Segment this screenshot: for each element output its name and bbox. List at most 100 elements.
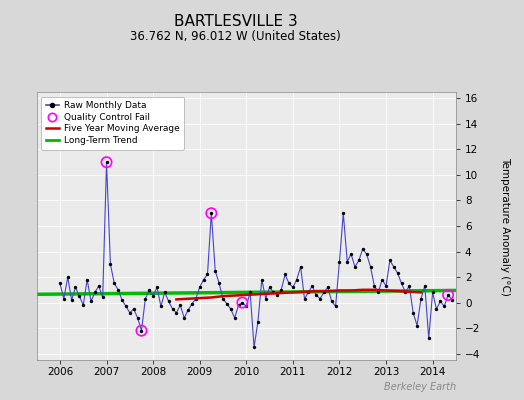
Point bbox=[60, 296, 68, 302]
Point bbox=[102, 159, 111, 165]
Point bbox=[137, 328, 146, 334]
Point bbox=[114, 287, 123, 293]
Point bbox=[424, 335, 433, 342]
Point bbox=[363, 251, 371, 257]
Point bbox=[382, 283, 390, 289]
Point bbox=[110, 280, 118, 287]
Point bbox=[87, 298, 95, 304]
Point bbox=[188, 301, 196, 307]
Point bbox=[417, 296, 425, 302]
Point bbox=[292, 276, 301, 283]
Point bbox=[180, 315, 189, 321]
Point bbox=[215, 280, 223, 287]
Point bbox=[56, 280, 64, 287]
Point bbox=[234, 302, 243, 308]
Point bbox=[409, 310, 417, 316]
Point bbox=[401, 289, 410, 296]
Point bbox=[223, 301, 231, 307]
Point bbox=[226, 306, 235, 312]
Point bbox=[312, 292, 320, 298]
Point bbox=[378, 276, 386, 283]
Point bbox=[129, 306, 138, 312]
Point bbox=[157, 303, 165, 310]
Point bbox=[99, 294, 107, 301]
Point bbox=[448, 297, 456, 303]
Point bbox=[261, 296, 270, 302]
Point bbox=[238, 299, 247, 306]
Point bbox=[91, 289, 99, 296]
Point bbox=[269, 289, 278, 296]
Point bbox=[94, 283, 103, 289]
Point bbox=[250, 344, 258, 350]
Point bbox=[331, 303, 340, 310]
Point bbox=[184, 307, 192, 314]
Point bbox=[176, 302, 184, 308]
Point bbox=[254, 318, 262, 325]
Point bbox=[246, 289, 254, 296]
Point bbox=[386, 257, 394, 264]
Point bbox=[316, 296, 324, 302]
Legend: Raw Monthly Data, Quality Control Fail, Five Year Moving Average, Long-Term Tren: Raw Monthly Data, Quality Control Fail, … bbox=[41, 96, 184, 150]
Point bbox=[145, 287, 154, 293]
Point bbox=[106, 261, 115, 268]
Text: BARTLESVILLE 3: BARTLESVILLE 3 bbox=[174, 14, 298, 29]
Point bbox=[351, 264, 359, 270]
Point bbox=[231, 315, 239, 321]
Point bbox=[421, 283, 429, 289]
Point bbox=[122, 303, 130, 310]
Point bbox=[324, 284, 332, 290]
Point bbox=[300, 296, 309, 302]
Point bbox=[405, 283, 413, 289]
Point bbox=[397, 280, 406, 287]
Point bbox=[102, 159, 111, 165]
Point bbox=[335, 258, 344, 265]
Point bbox=[265, 284, 274, 290]
Point bbox=[320, 289, 328, 296]
Point bbox=[444, 292, 452, 298]
Point bbox=[242, 303, 250, 310]
Point bbox=[75, 293, 84, 299]
Point bbox=[297, 264, 305, 270]
Point bbox=[432, 306, 441, 312]
Point bbox=[203, 271, 212, 278]
Point bbox=[134, 315, 142, 321]
Point bbox=[192, 296, 200, 302]
Point bbox=[83, 276, 91, 283]
Point bbox=[149, 293, 157, 299]
Point bbox=[285, 280, 293, 287]
Y-axis label: Temperature Anomaly (°C): Temperature Anomaly (°C) bbox=[500, 156, 510, 296]
Point bbox=[126, 310, 134, 316]
Point bbox=[440, 303, 449, 310]
Point bbox=[343, 258, 352, 265]
Point bbox=[195, 284, 204, 290]
Point bbox=[304, 289, 312, 296]
Point bbox=[137, 328, 146, 334]
Point bbox=[68, 297, 76, 303]
Text: 36.762 N, 96.012 W (United States): 36.762 N, 96.012 W (United States) bbox=[130, 30, 341, 43]
Point bbox=[199, 276, 208, 283]
Point bbox=[366, 264, 375, 270]
Point bbox=[211, 268, 220, 274]
Point bbox=[281, 271, 289, 278]
Point bbox=[436, 298, 444, 304]
Point bbox=[118, 297, 126, 303]
Point bbox=[429, 289, 437, 296]
Point bbox=[238, 299, 247, 306]
Point bbox=[374, 289, 383, 296]
Point bbox=[355, 257, 363, 264]
Point bbox=[207, 210, 215, 216]
Point bbox=[328, 298, 336, 304]
Point bbox=[79, 302, 88, 308]
Point bbox=[358, 246, 367, 252]
Point bbox=[413, 322, 421, 329]
Point bbox=[444, 292, 452, 298]
Point bbox=[63, 274, 72, 280]
Point bbox=[141, 296, 149, 302]
Point bbox=[273, 292, 281, 298]
Point bbox=[153, 284, 161, 290]
Point bbox=[160, 289, 169, 296]
Point bbox=[71, 284, 80, 290]
Point bbox=[394, 270, 402, 276]
Point bbox=[277, 287, 286, 293]
Point bbox=[390, 264, 398, 270]
